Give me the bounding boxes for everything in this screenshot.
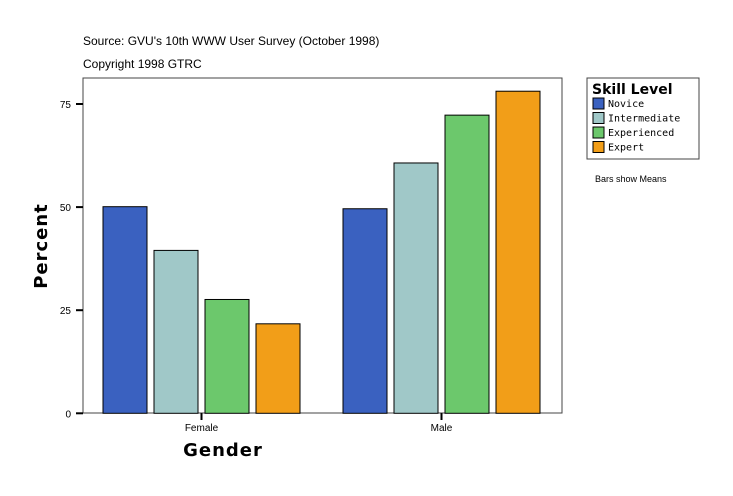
x-tick-label: Female [185,423,219,434]
bars-note: Bars show Means [595,174,667,184]
x-tick-label: Male [431,423,453,434]
legend-label-experienced: Experienced [608,128,674,139]
legend: Skill Level Novice Intermediate Experience… [586,77,700,160]
copyright-line: Copyright 1998 GTRC [83,57,202,71]
bar-male-experienced [444,114,490,414]
bar-female-expert [255,323,301,414]
y-axis: 0 25 50 75 [60,100,83,420]
x-axis: Female Male [185,413,453,434]
legend-swatch-novice [592,97,605,110]
bar-male-expert [495,90,541,414]
bar-male-novice [342,208,388,414]
legend-title: Skill Level [592,82,673,98]
legend-box [586,77,700,160]
source-line: Source: GVU's 10th WWW User Survey (Octo… [83,34,379,48]
bar-female-novice [102,206,148,414]
legend-label-intermediate: Intermediate [608,114,680,125]
y-tick-label: 50 [60,203,72,214]
legend-label-expert: Expert [608,143,644,154]
y-tick-label: 25 [60,306,72,317]
legend-swatch-experienced [592,126,605,139]
bar-male-intermediate [393,162,439,414]
bar-female-experienced [204,298,250,414]
y-tick-label: 0 [65,409,71,420]
y-tick-label: 75 [60,100,72,111]
legend-label-novice: Novice [608,99,644,110]
bars [102,90,541,414]
y-axis-title: Percent [31,203,52,289]
x-axis-title: Gender [183,440,263,461]
legend-swatch-expert [592,141,605,153]
legend-swatch-intermediate [592,112,605,124]
bar-female-intermediate [153,249,199,414]
